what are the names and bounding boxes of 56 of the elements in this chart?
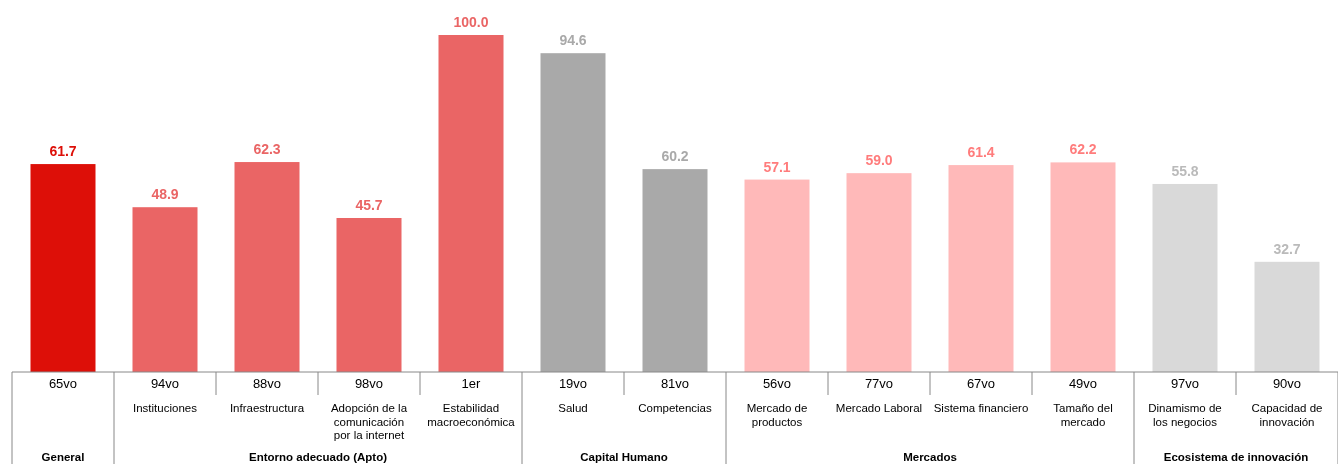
x-tick-label: Capacidad de innovación bbox=[1251, 402, 1323, 428]
bar bbox=[336, 217, 402, 372]
bar bbox=[846, 173, 912, 372]
x-tick-label: Salud bbox=[558, 402, 588, 414]
text: 67vo bbox=[966, 376, 996, 391]
bar bbox=[438, 35, 504, 372]
data-label: 48.9 bbox=[151, 186, 179, 203]
data-label: 100.0 bbox=[453, 14, 489, 30]
text: 97vo bbox=[1170, 376, 1200, 391]
text: Mercados bbox=[903, 451, 957, 463]
bar bbox=[948, 165, 1014, 372]
x-tick-label: Sistema financiero bbox=[933, 402, 1029, 414]
bar bbox=[642, 169, 708, 372]
data-label: 60.2 bbox=[661, 148, 689, 165]
data-label: 62.3 bbox=[253, 141, 281, 158]
bar bbox=[234, 162, 300, 372]
text: 90vo bbox=[1272, 376, 1302, 391]
data-label: 55.8 bbox=[1171, 162, 1199, 179]
text: Ecosistema de innovación bbox=[1163, 451, 1309, 463]
data-label: 61.4 bbox=[967, 144, 995, 161]
bar bbox=[1152, 183, 1218, 372]
x-tick-label: Instituciones bbox=[133, 402, 198, 414]
data-label: 57.1 bbox=[763, 158, 791, 175]
bar bbox=[1254, 261, 1320, 372]
x-tick-label: Adopción de la comunicación por la internet bbox=[330, 402, 408, 441]
data-label: 32.7 bbox=[1273, 240, 1301, 257]
text: 88vo bbox=[252, 376, 282, 391]
bar bbox=[1050, 162, 1116, 372]
x-tick-label: Estabilidad macroeconómica bbox=[427, 402, 516, 428]
text: 77vo bbox=[864, 376, 894, 391]
bar bbox=[30, 164, 96, 372]
text: Capital Humano bbox=[580, 451, 668, 463]
text: 65vo bbox=[48, 376, 78, 391]
x-tick-label: Tamaño del mercado bbox=[1053, 402, 1113, 428]
bar bbox=[132, 207, 198, 372]
data-label: 59.0 bbox=[865, 152, 893, 169]
text: 94vo bbox=[150, 376, 180, 391]
text: Entorno adecuado (Apto) bbox=[249, 451, 388, 463]
text: 56vo bbox=[762, 376, 792, 391]
x-tick-label: Competencias bbox=[638, 402, 712, 414]
bar bbox=[744, 179, 810, 372]
text: 19vo bbox=[558, 376, 588, 391]
bar bbox=[540, 53, 606, 372]
text: 1er bbox=[461, 376, 482, 391]
text: 81vo bbox=[660, 376, 690, 391]
data-label: 62.2 bbox=[1069, 141, 1097, 158]
x-tick-label: Mercado de productos bbox=[746, 402, 808, 428]
x-tick-label: Mercado Laboral bbox=[835, 402, 923, 414]
text: 98vo bbox=[354, 376, 384, 391]
data-label: 94.6 bbox=[559, 32, 587, 49]
data-label: 61.7 bbox=[49, 143, 77, 160]
text: 49vo bbox=[1068, 376, 1098, 391]
x-tick-label: Dinamismo de los negocios bbox=[1148, 402, 1222, 428]
text: General bbox=[41, 451, 85, 463]
x-tick-label: Infraestructura bbox=[229, 402, 305, 414]
data-label: 45.7 bbox=[355, 196, 383, 213]
